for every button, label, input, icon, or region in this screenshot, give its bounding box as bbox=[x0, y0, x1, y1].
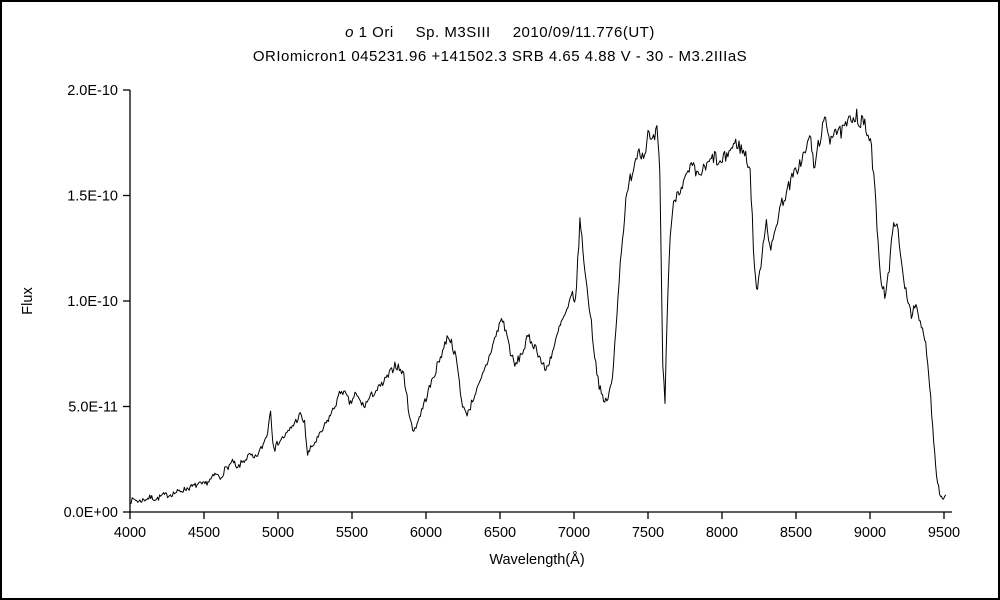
x-tick-label: 9500 bbox=[928, 525, 960, 541]
spectral-type: Sp. M3SIII bbox=[415, 24, 491, 41]
x-tick-label: 8000 bbox=[706, 525, 738, 541]
x-tick-label: 8500 bbox=[780, 525, 812, 541]
x-tick-label: 6000 bbox=[410, 525, 442, 541]
x-axis-label: Wavelength(Å) bbox=[489, 551, 584, 568]
y-tick-label: 0.0E+00 bbox=[64, 505, 118, 521]
catalog-line: ORIomicron1 045231.96 +141502.3 SRB 4.65… bbox=[252, 48, 748, 65]
observation-date: 2010/09/11.776(UT) bbox=[512, 24, 655, 41]
x-tick-label: 9000 bbox=[854, 525, 886, 541]
star-name: 1 Ori bbox=[353, 24, 394, 41]
chart-title: o 1 Ori Sp. M3SIII 2010/09/11.776(UT) bbox=[2, 24, 998, 41]
spectrum-line bbox=[129, 108, 946, 505]
y-tick-label: 1.5E-10 bbox=[67, 189, 118, 205]
x-tick-label: 4500 bbox=[188, 525, 220, 541]
x-tick-label: 5000 bbox=[262, 525, 294, 541]
x-tick-label: 6500 bbox=[484, 525, 516, 541]
x-tick-label: 4000 bbox=[114, 525, 146, 541]
x-tick-label: 5500 bbox=[336, 525, 368, 541]
y-tick-label: 1.0E-10 bbox=[67, 294, 118, 310]
chart-subtitle: ORIomicron1 045231.96 +141502.3 SRB 4.65… bbox=[2, 48, 998, 65]
star-name-italic: o bbox=[345, 24, 354, 41]
y-tick-label: 5.0E-11 bbox=[68, 400, 118, 416]
x-tick-label: 7500 bbox=[632, 525, 664, 541]
y-axis-label: Flux bbox=[20, 287, 36, 315]
x-tick-label: 7000 bbox=[558, 525, 590, 541]
y-tick-label: 2.0E-10 bbox=[67, 83, 118, 99]
